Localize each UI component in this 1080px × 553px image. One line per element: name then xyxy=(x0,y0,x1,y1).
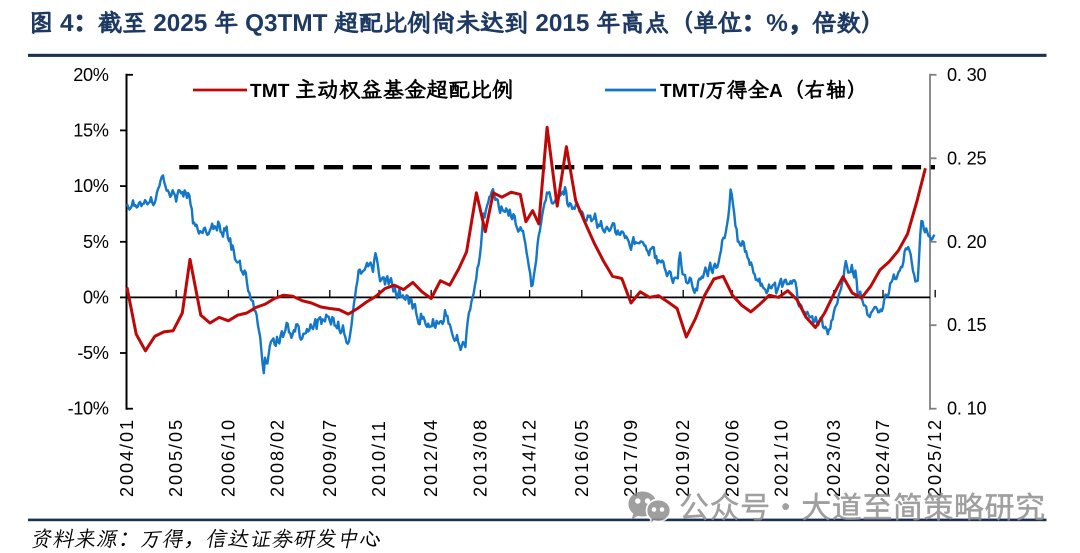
svg-text:0%: 0% xyxy=(83,287,109,307)
svg-text:0. 25: 0. 25 xyxy=(947,148,987,168)
svg-text:20%: 20% xyxy=(73,65,108,85)
svg-text:2020/06: 2020/06 xyxy=(722,418,742,497)
svg-text:10%: 10% xyxy=(73,176,108,196)
svg-text:2021/10: 2021/10 xyxy=(772,418,792,497)
svg-text:2013/08: 2013/08 xyxy=(470,418,490,497)
svg-text:2014/12: 2014/12 xyxy=(520,418,540,497)
svg-text:0. 10: 0. 10 xyxy=(947,399,987,419)
svg-text:5%: 5% xyxy=(83,232,109,252)
svg-text:2023/03: 2023/03 xyxy=(824,418,844,497)
svg-text:2019/02: 2019/02 xyxy=(673,418,693,497)
svg-text:-10%: -10% xyxy=(68,399,109,419)
svg-text:2010/11: 2010/11 xyxy=(369,419,389,497)
svg-text:15%: 15% xyxy=(73,120,108,140)
svg-text:2024/07: 2024/07 xyxy=(873,418,893,497)
svg-text:2025/12: 2025/12 xyxy=(925,418,945,497)
svg-text:-5%: -5% xyxy=(77,343,108,363)
svg-text:2009/07: 2009/07 xyxy=(320,418,340,497)
svg-text:2017/09: 2017/09 xyxy=(621,418,641,497)
svg-text:0. 20: 0. 20 xyxy=(947,232,987,252)
svg-text:0. 15: 0. 15 xyxy=(947,315,987,335)
svg-text:0. 30: 0. 30 xyxy=(947,65,987,85)
svg-text:2012/04: 2012/04 xyxy=(421,418,441,497)
svg-text:2005/05: 2005/05 xyxy=(166,418,186,497)
svg-text:2004/01: 2004/01 xyxy=(117,418,137,497)
svg-text:2008/02: 2008/02 xyxy=(268,418,288,497)
svg-text:2006/10: 2006/10 xyxy=(218,418,238,497)
svg-text:2016/05: 2016/05 xyxy=(572,418,592,497)
